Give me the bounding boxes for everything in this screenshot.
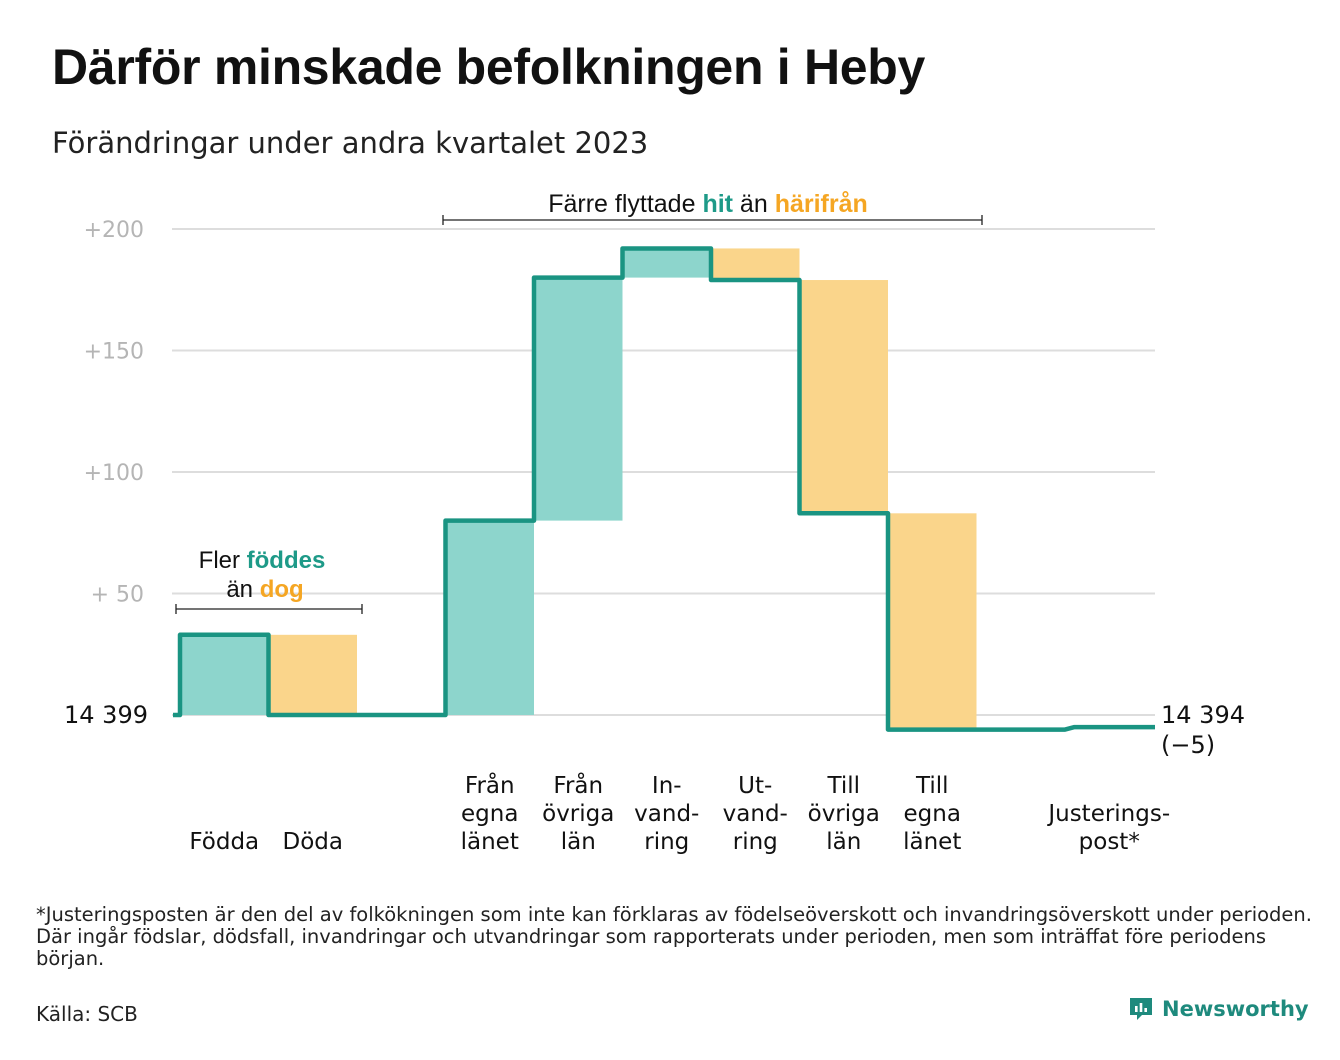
x-tick-label-5-2: ring — [644, 829, 689, 855]
x-tick-label-4-0: Från — [553, 771, 603, 799]
annotation-births-line1: Fler föddes — [199, 547, 326, 574]
annotation-migration-bracket — [442, 215, 983, 225]
bar-0 — [180, 634, 269, 715]
annotation-migration: Färre flyttade hit än härifrån — [548, 190, 868, 218]
x-tick-label-3-2: länet — [461, 829, 519, 855]
newsworthy-icon — [1130, 998, 1152, 1020]
y-tick-label-3: +200 — [84, 218, 144, 243]
bar-8 — [888, 513, 977, 730]
x-tick-label-8-2: länet — [903, 829, 961, 855]
annotation-births-bracket — [175, 604, 363, 614]
y-tick-label-2: +150 — [84, 340, 144, 365]
source-label: Källa: SCB — [36, 1002, 138, 1026]
bar-4 — [534, 277, 623, 521]
y-tick-label-0: + 50 — [91, 583, 144, 608]
x-tick-label-5-1: vand- — [634, 801, 699, 827]
x-tick-label-8-1: egna — [904, 801, 961, 827]
x-tick-label-7-1: övriga — [808, 801, 880, 827]
x-tick-label-3-1: egna — [461, 801, 518, 827]
x-tick-label-10-1: post* — [1079, 829, 1140, 855]
x-tick-label-0-0: Födda — [189, 829, 259, 855]
bar-5 — [622, 248, 711, 278]
start-value-label: 14 399 — [64, 701, 148, 729]
footnote: *Justeringsposten är den del av folkökni… — [36, 903, 1312, 970]
bar-1 — [268, 634, 357, 715]
x-tick-label-6-2: ring — [733, 829, 778, 855]
end-change-label: (−5) — [1161, 731, 1215, 759]
x-tick-label-7-0: Till — [826, 773, 860, 799]
y-tick-label-1: +100 — [84, 461, 144, 486]
x-tick-label-6-0: Ut- — [738, 773, 772, 799]
x-tick-label-6-1: vand- — [723, 801, 788, 827]
chart-title: Därför minskade befolkningen i Heby — [52, 39, 926, 95]
brand-logo: Newsworthy — [1128, 996, 1309, 1022]
x-tick-label-8-0: Till — [915, 773, 949, 799]
x-tick-label-10-0: Justerings- — [1046, 801, 1170, 827]
x-tick-label-1-0: Döda — [283, 829, 343, 855]
bar-6 — [711, 248, 800, 281]
annotation-births-line2: än dog — [226, 576, 303, 603]
end-value-label: 14 394 — [1161, 701, 1245, 729]
x-tick-label-7-2: län — [826, 829, 861, 855]
brand-name: Newsworthy — [1162, 997, 1309, 1021]
chart-subtitle: Förändringar under andra kvartalet 2023 — [52, 126, 649, 160]
x-tick-label-5-0: In- — [652, 773, 682, 799]
x-tick-label-4-1: övriga — [542, 801, 614, 827]
bar-3 — [445, 520, 534, 715]
series-step-line — [173, 246, 1155, 732]
x-tick-label-3-0: Från — [465, 771, 515, 799]
bar-7 — [799, 280, 888, 514]
x-tick-label-4-2: län — [561, 829, 596, 855]
